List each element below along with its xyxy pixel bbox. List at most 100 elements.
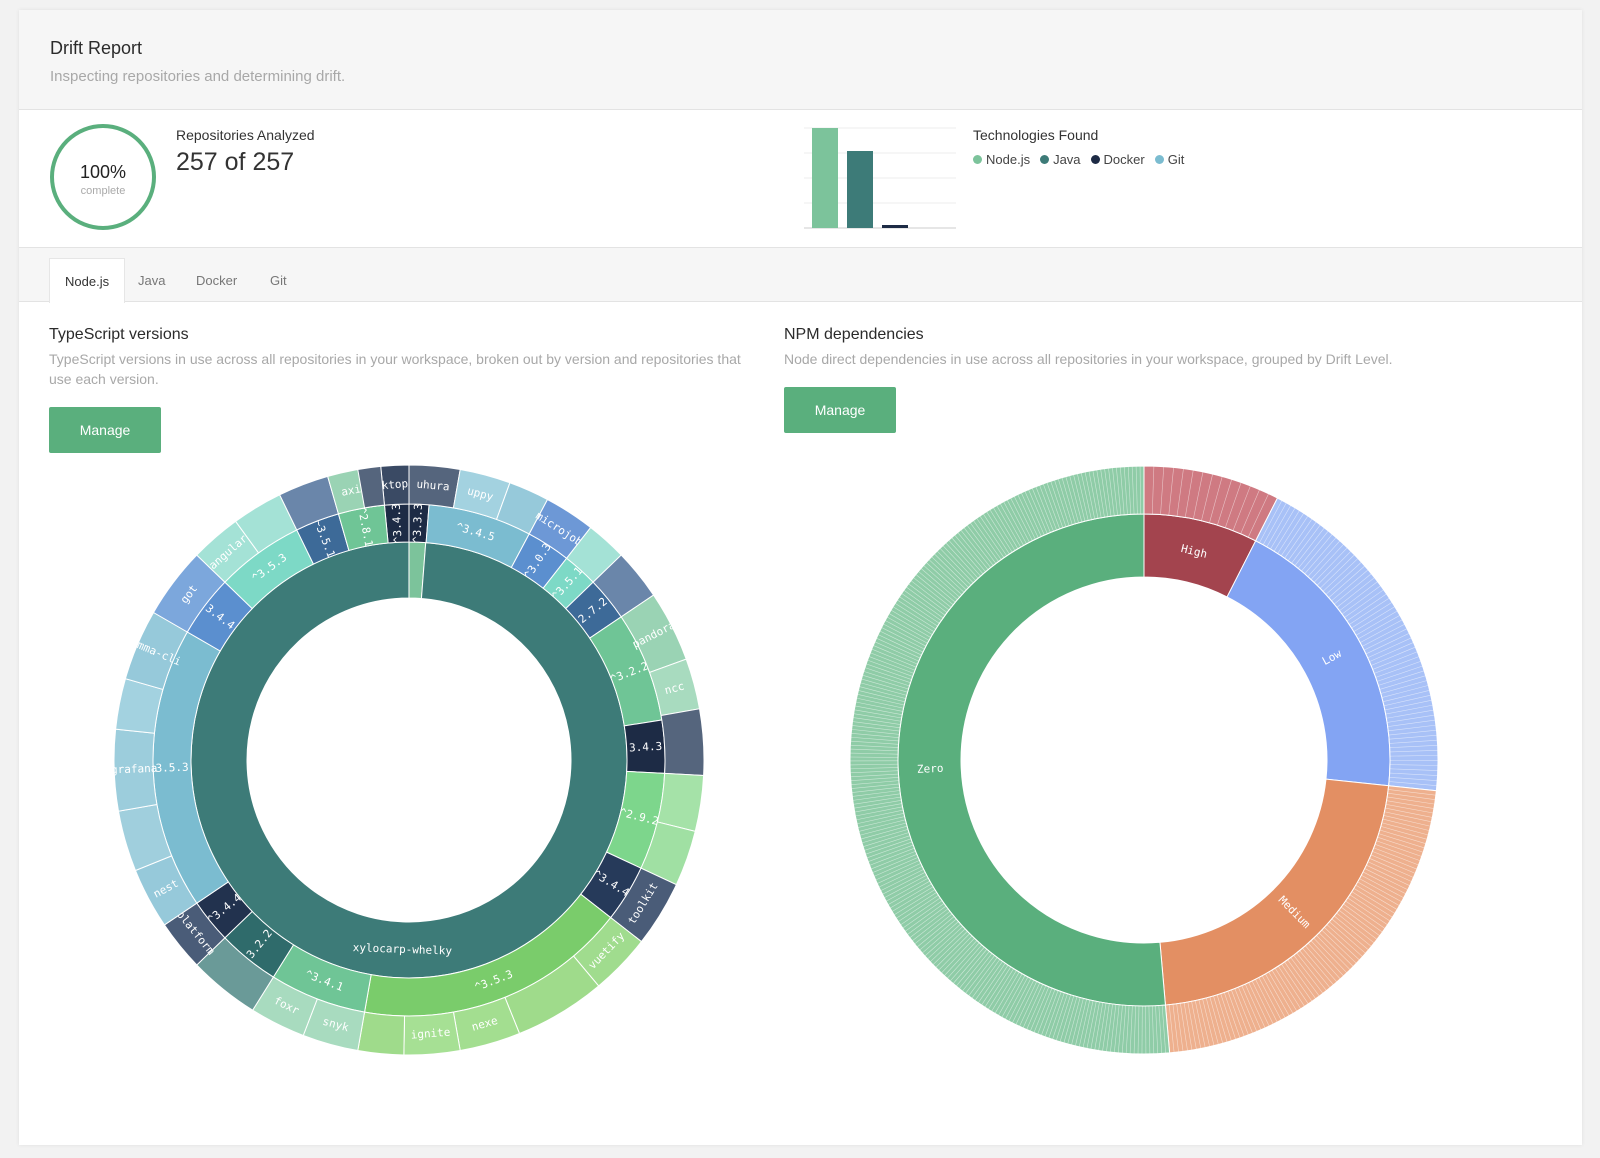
dependency-divider [1158, 1005, 1163, 1054]
dependency-divider [923, 565, 960, 598]
dependency-divider [1266, 505, 1292, 548]
dependency-divider [1355, 610, 1398, 636]
dependency-divider [1373, 847, 1419, 866]
dependency-divider [1259, 500, 1283, 543]
tab-nodejs[interactable]: Node.js [49, 258, 126, 303]
dependency-divider [1355, 884, 1398, 910]
dependency-divider [861, 829, 909, 844]
dependency-divider [899, 596, 940, 624]
dependency-divider [870, 850, 916, 870]
report-header: Drift Report Inspecting repositories and… [19, 10, 1582, 110]
dependency-divider [860, 682, 907, 696]
typescript-description-line: TypeScript versions in use across all re… [49, 351, 741, 367]
repos-analyzed-value: 257 of 257 [176, 148, 295, 176]
tab-git[interactable]: Git [270, 273, 287, 288]
dependency-divider [1385, 807, 1433, 818]
sunburst-inner-segment[interactable] [190, 541, 628, 979]
dependency-divider [873, 645, 918, 665]
dependency-divider [1061, 477, 1076, 524]
dependency-divider [1028, 489, 1048, 534]
dependency-divider [1161, 1005, 1166, 1054]
dependency-divider [1102, 1003, 1110, 1052]
dependency-divider [1338, 909, 1378, 940]
dependency-divider [1380, 680, 1428, 694]
dependency-divider [1374, 656, 1420, 674]
dependency-divider [1172, 1004, 1179, 1052]
dependency-divider [1328, 565, 1366, 598]
dependency-divider [1374, 844, 1421, 862]
dependency-divider [1387, 792, 1436, 800]
tab-docker[interactable]: Docker [196, 273, 238, 288]
dependency-divider [1088, 471, 1099, 519]
dependency-divider [1096, 469, 1105, 518]
dependency-divider [1008, 978, 1032, 1022]
progress-percent: 100% [79, 162, 127, 182]
sunburst-repo-segment[interactable] [656, 772, 705, 832]
dependency-divider [893, 889, 936, 916]
dependency-divider [931, 556, 967, 591]
dependency-divider [1380, 826, 1428, 840]
dependency-divider [955, 949, 988, 987]
dependency-divider [978, 963, 1006, 1004]
dependency-divider [1339, 581, 1378, 611]
dependency-divider [1194, 1000, 1206, 1048]
dependency-divider [1067, 997, 1081, 1045]
technology-tabs: Node.js Java Docker Git [19, 248, 1582, 303]
dependency-divider [850, 777, 899, 782]
dependency-divider [987, 968, 1014, 1010]
dependency-divider [901, 593, 942, 621]
dependency-divider [869, 847, 915, 866]
dependency-divider [1381, 822, 1429, 836]
dependency-divider [962, 953, 993, 992]
dependency-divider [1063, 996, 1078, 1043]
sunburst-repo-segment[interactable] [660, 708, 705, 776]
sunburst-repo-segment[interactable] [357, 465, 386, 509]
dependency-divider [851, 786, 900, 793]
dependency-divider [879, 630, 924, 653]
dependency-divider [952, 946, 985, 984]
dependency-divider [853, 800, 902, 809]
legend-item-docker: Docker [1090, 152, 1145, 167]
dependency-divider [1372, 651, 1418, 670]
dependency-divider [1346, 593, 1387, 622]
dependency-divider [1345, 900, 1386, 929]
dependency-divider [1121, 1005, 1127, 1054]
dependency-divider [1301, 533, 1333, 572]
dependency-divider [1321, 929, 1357, 964]
dependency-divider [1336, 912, 1375, 944]
dependency-divider [1385, 704, 1433, 715]
dependency-divider [1176, 468, 1184, 517]
dependency-divider [1382, 690, 1430, 702]
dependency-divider [1010, 497, 1033, 541]
dependency-divider [873, 857, 919, 877]
dependency-divider [1148, 1005, 1151, 1054]
dependency-divider [1231, 989, 1249, 1035]
dependency-divider [882, 872, 926, 895]
dependency-divider [957, 532, 989, 570]
npm-manage-button[interactable]: Manage [784, 387, 896, 433]
dependency-divider [864, 667, 911, 683]
dependency-divider [958, 951, 990, 989]
dependency-divider [900, 897, 941, 926]
dependency-divider [1082, 1000, 1094, 1048]
typescript-manage-button[interactable]: Manage [49, 407, 161, 453]
dependency-divider [896, 892, 937, 919]
dependency-divider [852, 793, 901, 801]
dependency-divider [1364, 868, 1408, 891]
dependency-divider [1313, 937, 1348, 974]
tab-java[interactable]: Java [138, 273, 166, 288]
dependency-divider [1378, 833, 1425, 849]
sunburst-repo-segment[interactable] [357, 1011, 406, 1056]
dependency-divider [1048, 992, 1065, 1039]
typescript-title: TypeScript versions [49, 326, 189, 343]
dependency-divider [1379, 829, 1426, 844]
dependency-divider [1293, 955, 1324, 994]
repo-label: ncc [663, 679, 686, 697]
dependency-divider [856, 809, 904, 821]
dependency-divider [1290, 957, 1320, 997]
dependency-divider [1071, 998, 1084, 1046]
dependency-divider [884, 874, 927, 899]
dependency-divider [922, 921, 959, 954]
dependency-divider [951, 537, 984, 575]
dependency-divider [1112, 467, 1118, 516]
